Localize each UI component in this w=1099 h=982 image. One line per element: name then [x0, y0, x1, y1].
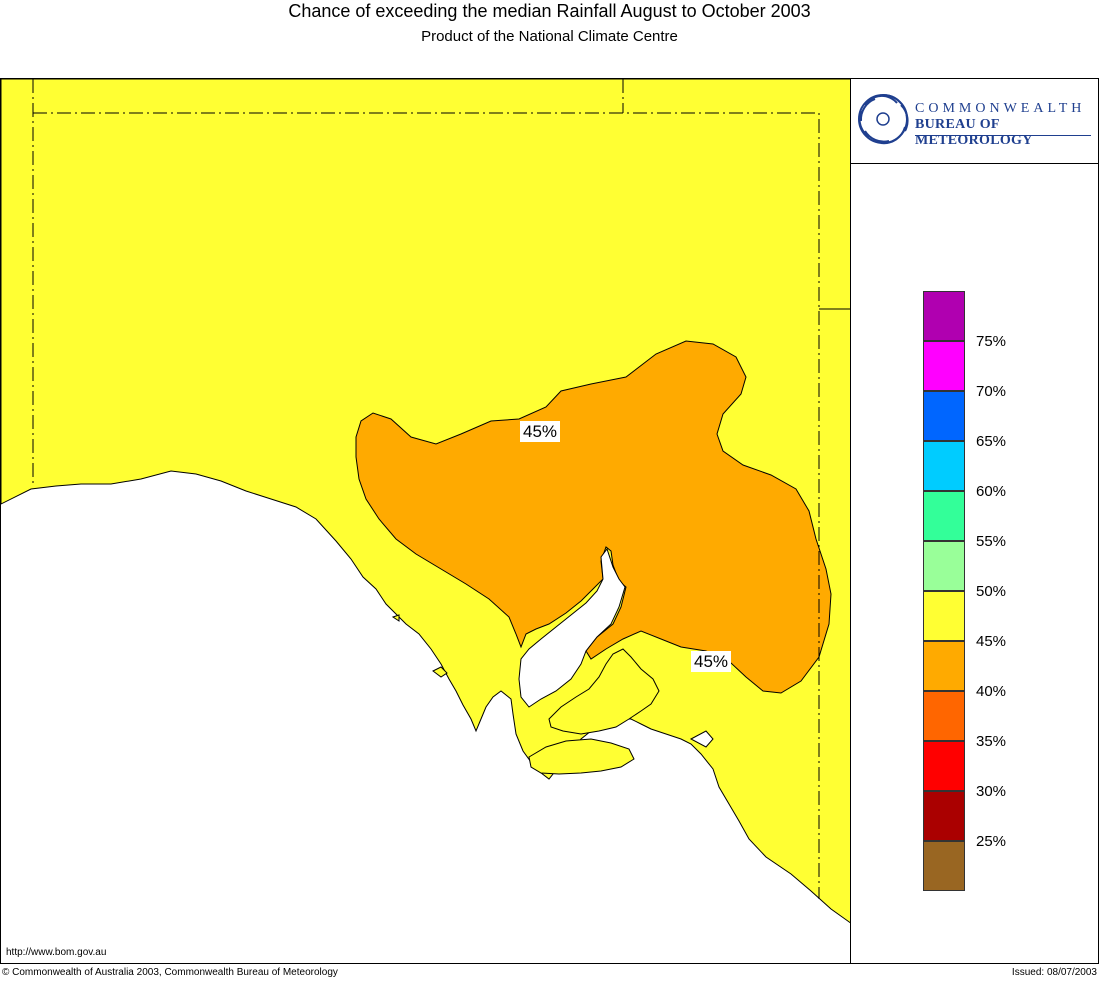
legend-swatch [923, 291, 965, 341]
south-australia-map [1, 79, 850, 924]
contour-label-45: 45% [691, 651, 732, 672]
logo-text-commonwealth: COMMONWEALTH [915, 101, 1086, 116]
legend-label: 25% [976, 833, 1007, 850]
copyright-text: © Commonwealth of Australia 2003, Common… [2, 967, 338, 978]
legend-swatch [923, 741, 965, 791]
map-area: 45% 45% [0, 78, 851, 964]
island [391, 614, 400, 622]
legend-swatch [923, 641, 965, 691]
side-panel: COMMONWEALTH BUREAU OF METEOROLOGY 75% 7… [850, 78, 1099, 964]
bom-swirl-icon [858, 94, 909, 145]
legend-swatch [923, 591, 965, 641]
legend-label: 50% [976, 583, 1007, 600]
lake [689, 730, 714, 748]
legend-swatch [923, 391, 965, 441]
island [432, 666, 448, 678]
legend-label: 55% [976, 533, 1007, 550]
map-subtitle: Product of the National Climate Centre [421, 28, 678, 45]
legend-label: 75% [976, 333, 1007, 350]
legend-label: 30% [976, 783, 1007, 800]
legend-swatch [923, 541, 965, 591]
legend-swatch [923, 491, 965, 541]
legend-swatch [923, 441, 965, 491]
bom-url: http://www.bom.gov.au [6, 947, 107, 958]
kangaroo-island [528, 738, 635, 775]
contour-label-45: 45% [520, 421, 561, 442]
legend-label: 35% [976, 733, 1007, 750]
legend-label: 40% [976, 683, 1007, 700]
yorke-peninsula [548, 648, 660, 735]
map-title: Chance of exceeding the median Rainfall … [288, 1, 811, 21]
legend-label: 60% [976, 483, 1007, 500]
logo-rule [915, 135, 1091, 136]
legend-label: 70% [976, 383, 1007, 400]
logo-text-bureau: BUREAU OF METEOROLOGY [915, 117, 1033, 148]
legend-label: 45% [976, 633, 1007, 650]
bom-logo: COMMONWEALTH BUREAU OF METEOROLOGY [851, 79, 1098, 164]
spencer-gulf [518, 547, 626, 708]
issued-date: Issued: 08/07/2003 [1011, 967, 1097, 978]
legend-label: 65% [976, 433, 1007, 450]
state-borders [32, 79, 820, 899]
legend-swatch [923, 791, 965, 841]
legend-swatch [923, 841, 965, 891]
legend-swatch [923, 691, 965, 741]
legend-swatch [923, 341, 965, 391]
